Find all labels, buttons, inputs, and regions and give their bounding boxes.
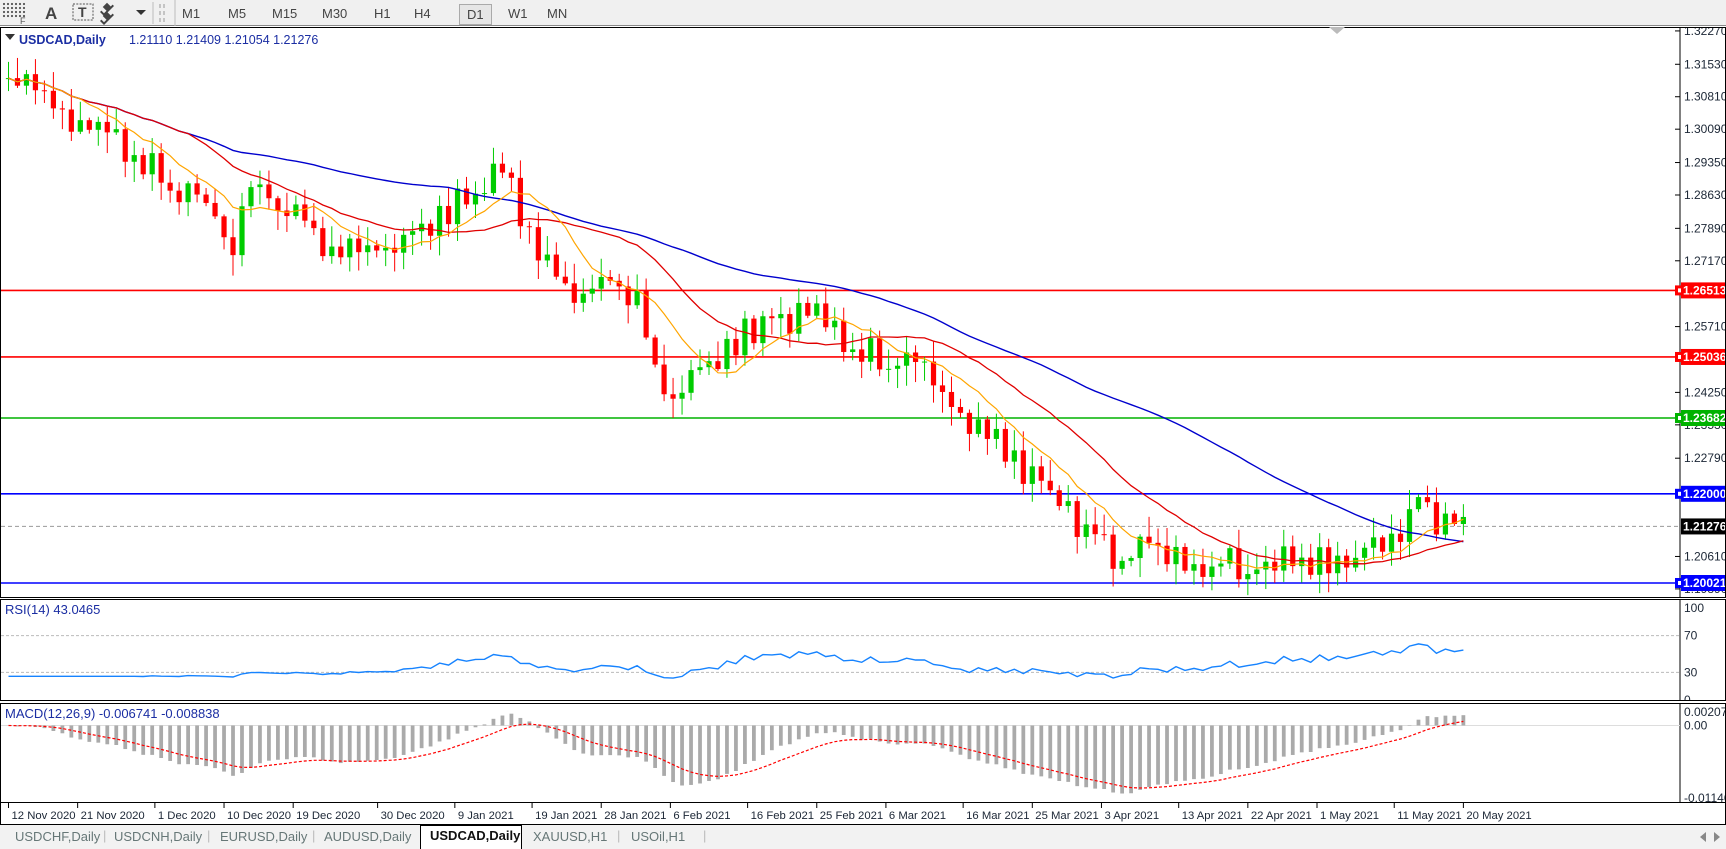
- svg-text:1.26513: 1.26513: [1683, 283, 1726, 297]
- svg-text:9 Jan 2021: 9 Jan 2021: [458, 810, 514, 822]
- svg-text:1 May 2021: 1 May 2021: [1320, 810, 1379, 822]
- svg-text:6 Feb 2021: 6 Feb 2021: [673, 810, 730, 822]
- svg-text:1.30810: 1.30810: [1684, 90, 1726, 104]
- svg-text:1.25036: 1.25036: [1683, 350, 1726, 364]
- svg-text:30 Dec 2020: 30 Dec 2020: [381, 810, 445, 822]
- svg-text:25 Feb 2021: 25 Feb 2021: [820, 810, 883, 822]
- svg-text:20 May 2021: 20 May 2021: [1466, 810, 1531, 822]
- svg-text:1.25710: 1.25710: [1684, 320, 1726, 334]
- svg-text:1.29350: 1.29350: [1684, 156, 1726, 170]
- svg-text:1.27170: 1.27170: [1684, 254, 1726, 268]
- svg-text:1.24250: 1.24250: [1684, 385, 1726, 399]
- svg-text:1.27890: 1.27890: [1684, 221, 1726, 235]
- svg-text:16 Feb 2021: 16 Feb 2021: [751, 810, 814, 822]
- svg-text:70: 70: [1684, 629, 1698, 643]
- svg-text:1.32270: 1.32270: [1684, 28, 1726, 38]
- svg-text:T: T: [78, 4, 87, 20]
- svg-text:1.22790: 1.22790: [1684, 451, 1726, 465]
- svg-text:1.23682: 1.23682: [1683, 411, 1726, 425]
- svg-text:28 Jan 2021: 28 Jan 2021: [604, 810, 666, 822]
- svg-text:30: 30: [1684, 665, 1698, 679]
- svg-text:1.21276: 1.21276: [1683, 519, 1726, 533]
- svg-text:0.00: 0.00: [1684, 718, 1708, 732]
- svg-text:10 Dec 2020: 10 Dec 2020: [227, 810, 291, 822]
- svg-text:100: 100: [1684, 601, 1704, 615]
- svg-text:22 Apr 2021: 22 Apr 2021: [1251, 810, 1312, 822]
- svg-text:0: 0: [1684, 693, 1691, 701]
- svg-text:1.31530: 1.31530: [1684, 57, 1726, 71]
- svg-text:1.20021: 1.20021: [1683, 576, 1726, 590]
- svg-text:1.20610: 1.20610: [1684, 549, 1726, 563]
- svg-text:1.22000: 1.22000: [1683, 487, 1726, 501]
- svg-text:16 Mar 2021: 16 Mar 2021: [966, 810, 1029, 822]
- svg-text:12 Nov 2020: 12 Nov 2020: [11, 810, 75, 822]
- svg-text:F: F: [20, 16, 26, 26]
- svg-text:-0.011462: -0.011462: [1684, 791, 1726, 803]
- svg-text:A: A: [45, 4, 57, 23]
- svg-text:3 Apr 2021: 3 Apr 2021: [1104, 810, 1159, 822]
- svg-text:19 Dec 2020: 19 Dec 2020: [296, 810, 360, 822]
- svg-text:25 Mar 2021: 25 Mar 2021: [1035, 810, 1098, 822]
- svg-text:1.28630: 1.28630: [1684, 188, 1726, 202]
- svg-text:1.30090: 1.30090: [1684, 122, 1726, 136]
- svg-text:6 Mar 2021: 6 Mar 2021: [889, 810, 946, 822]
- svg-text:21 Nov 2020: 21 Nov 2020: [81, 810, 145, 822]
- svg-text:0.002074: 0.002074: [1684, 705, 1726, 719]
- svg-text:11 May 2021: 11 May 2021: [1397, 810, 1461, 822]
- svg-text:1 Dec 2020: 1 Dec 2020: [158, 810, 216, 822]
- svg-text:13 Apr 2021: 13 Apr 2021: [1182, 810, 1243, 822]
- svg-text:19 Jan 2021: 19 Jan 2021: [535, 810, 597, 822]
